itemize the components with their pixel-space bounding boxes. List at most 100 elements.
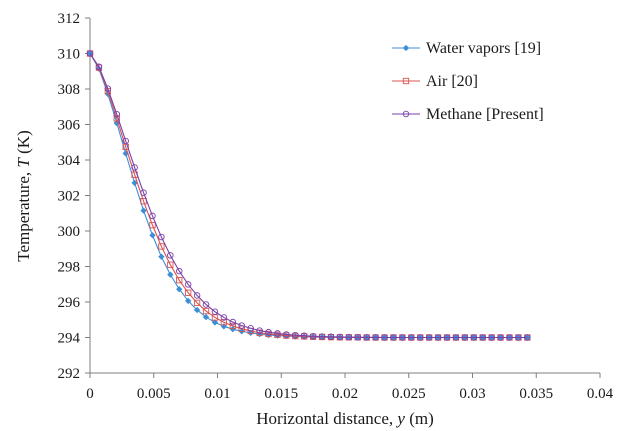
data-point	[506, 334, 513, 341]
y-tick-label: 312	[58, 11, 81, 27]
y-tick-label: 294	[58, 331, 81, 347]
data-point	[247, 329, 254, 337]
legend-label: Methane [Present]	[426, 106, 544, 123]
x-tick-label: 0.03	[459, 386, 485, 402]
data-point	[193, 292, 201, 299]
data-point	[104, 85, 112, 92]
y-axis-ticks: 292 294 296 298 300 302 304 306 308 310 312	[58, 11, 90, 382]
data-point	[292, 331, 299, 339]
data-point	[176, 277, 183, 284]
data-point	[185, 297, 192, 305]
x-tick-label: 0.04	[587, 386, 614, 402]
series-line	[89, 53, 528, 339]
data-point	[488, 334, 495, 341]
data-point	[113, 110, 121, 118]
x-axis-ticks: 0 0.005 0.01 0.015 0.02 0.025 0.03 0.035 0.04	[86, 373, 614, 402]
data-point	[158, 243, 165, 250]
legend-entry: Water vapors [19]	[392, 40, 541, 57]
data-point	[167, 271, 174, 278]
data-point	[283, 331, 290, 338]
data-point	[176, 286, 183, 293]
legend-marker	[402, 110, 410, 118]
data-point	[140, 207, 147, 214]
data-point	[229, 318, 237, 326]
data-point	[229, 325, 236, 333]
data-point	[220, 314, 228, 321]
data-point	[238, 322, 245, 329]
y-tick-label: 308	[58, 82, 81, 98]
data-point	[461, 334, 469, 341]
y-tick-label: 292	[58, 366, 81, 382]
series-layer	[86, 50, 531, 341]
x-tick-label: 0.01	[204, 386, 230, 402]
data-point	[193, 306, 201, 314]
x-tick-label: 0	[86, 386, 94, 402]
data-point	[372, 334, 379, 341]
data-point	[515, 334, 522, 341]
data-point	[229, 322, 236, 330]
series-0	[86, 50, 531, 341]
data-point	[149, 212, 156, 220]
legend: Water vapors [19] Air [20] Methane [Presen…	[392, 40, 544, 123]
series-1	[86, 50, 531, 341]
x-tick-label: 0.015	[264, 386, 298, 402]
data-point	[327, 333, 335, 341]
data-point	[202, 313, 210, 321]
legend-entry: Methane [Present]	[392, 106, 544, 123]
series-line	[89, 53, 528, 339]
data-point	[408, 334, 415, 341]
data-point	[211, 319, 219, 326]
legend-marker	[402, 77, 410, 85]
data-point	[175, 267, 183, 275]
x-tick-label: 0.02	[332, 386, 358, 402]
data-point	[131, 179, 138, 187]
x-tick-label: 0.025	[392, 386, 426, 402]
data-point	[524, 334, 531, 341]
x-tick-label: 0.035	[519, 386, 553, 402]
data-point	[202, 307, 210, 315]
data-point	[158, 253, 165, 260]
y-tick-label: 306	[58, 118, 81, 134]
data-point	[265, 328, 272, 336]
data-point	[211, 308, 219, 316]
legend-label: Air [20]	[426, 73, 478, 90]
data-point	[354, 334, 362, 341]
data-point	[193, 299, 201, 307]
data-point	[345, 333, 353, 341]
legend-entry: Air [20]	[392, 73, 478, 90]
data-point	[256, 329, 263, 336]
x-axis-title: Horizontal distance, y (m)	[256, 409, 434, 428]
data-point	[497, 334, 504, 341]
data-point	[256, 327, 263, 334]
data-point	[381, 334, 388, 341]
data-point	[399, 334, 406, 341]
series-2	[86, 50, 531, 341]
y-tick-label: 310	[58, 47, 81, 63]
legend-label: Water vapors [19]	[426, 40, 541, 57]
data-point	[95, 63, 103, 71]
data-point	[140, 189, 147, 196]
y-axis-title: Temperature, T (K)	[14, 130, 33, 261]
data-point	[434, 334, 442, 341]
plot-area: 0 0.005 0.01 0.015 0.02 0.025 0.03 0.035 0.04 29…	[58, 11, 614, 402]
data-point	[149, 232, 156, 239]
data-point	[122, 137, 129, 145]
data-point	[363, 334, 370, 341]
data-point	[443, 334, 451, 341]
data-point	[184, 281, 192, 288]
data-point	[425, 334, 433, 341]
data-point	[220, 319, 228, 326]
data-point	[300, 332, 308, 339]
data-point	[452, 334, 460, 341]
x-tick-label: 0.005	[137, 386, 171, 402]
legend-marker	[402, 44, 410, 52]
data-point	[158, 233, 165, 241]
data-point	[247, 325, 254, 332]
data-point	[149, 221, 156, 229]
data-point	[479, 334, 486, 341]
y-tick-label: 298	[58, 260, 81, 276]
data-point	[309, 333, 317, 340]
y-tick-label: 300	[58, 224, 81, 240]
data-point	[167, 252, 174, 259]
